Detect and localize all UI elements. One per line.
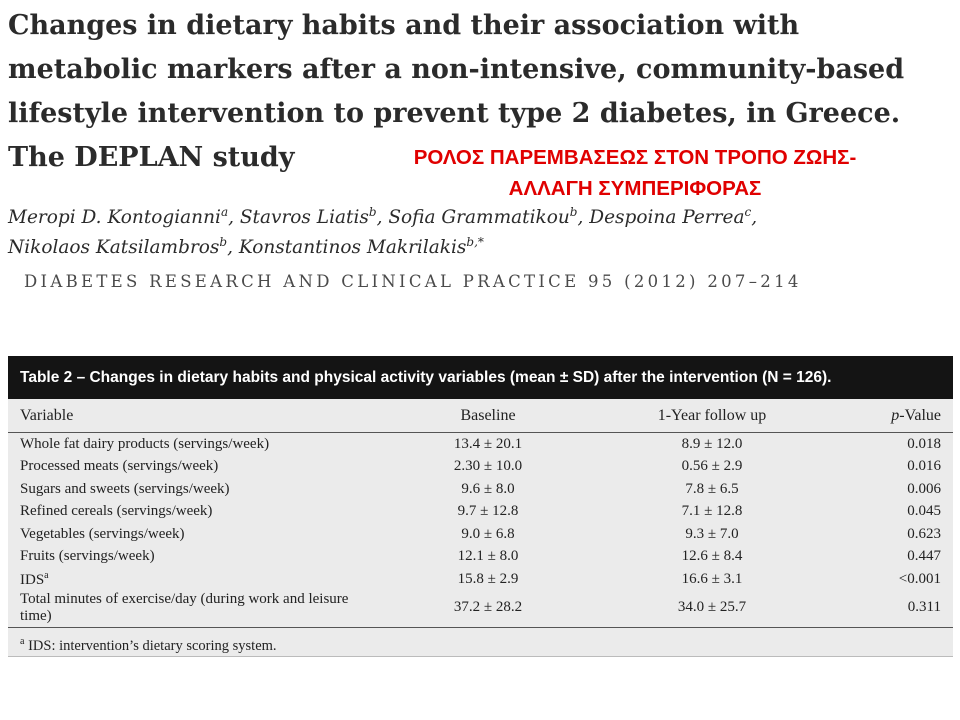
variable-label: Refined cereals (servings/week)	[20, 503, 213, 520]
cell-followup: 16.6 ± 3.1	[681, 570, 743, 587]
cell-followup: 0.56 ± 2.9	[681, 458, 743, 475]
cell-p-value: 0.447	[907, 548, 941, 565]
author-affiliation: b	[368, 204, 377, 219]
table-row: Fruits (servings/week) 12.1 ± 8.0 12.6 ± 8…	[8, 546, 953, 569]
table-row: Sugars and sweets (servings/week) 9.6 ± 8…	[8, 478, 953, 501]
author: Despoina Perreac	[589, 204, 752, 228]
table-caption: Table 2 – Changes in dietary habits and …	[8, 356, 953, 399]
cell-followup: 9.3 ± 7.0	[685, 525, 739, 542]
table-row: Processed meats (servings/week) 2.30 ± 10…	[8, 456, 953, 479]
table-row: Whole fat dairy products (servings/week)…	[8, 433, 953, 456]
cell-followup: 7.1 ± 12.8	[681, 503, 743, 520]
author-name: Nikolaos Katsilambros	[8, 237, 220, 258]
cell-variable: Sugars and sweets (servings/week)	[8, 478, 391, 501]
author-name: Sofia Grammatikou	[388, 207, 570, 228]
greek-annotation-line-1: ΡΟΛΟΣ ΠΑΡΕΜΒΑΣΕΩΣ ΣΤΟΝ ΤΡΟΠΟ ΖΩΗΣ-	[413, 146, 857, 169]
cell-baseline: 13.4 ± 20.1	[453, 435, 523, 452]
cell-p-value: 0.016	[907, 458, 941, 475]
cell-baseline: 37.2 ± 28.2	[391, 590, 585, 628]
variable-label: Processed meats (servings/week)	[20, 458, 219, 475]
cell-p-value: 0.018	[907, 435, 941, 452]
cell-p-value: 0.623	[907, 525, 941, 542]
variable-label: Total minutes of exercise/day (during wo…	[20, 590, 349, 624]
cell-p-value: 0.006	[907, 480, 941, 497]
cell-variable: Whole fat dairy products (servings/week)	[8, 433, 391, 456]
cell-followup: 7.8 ± 6.5	[685, 480, 739, 497]
cell-variable: Fruits (servings/week)	[8, 546, 391, 569]
cell-variable: Refined cereals (servings/week)	[8, 501, 391, 524]
author: Meropi D. Kontogiannia	[8, 204, 229, 228]
author-affiliation: b	[569, 204, 578, 219]
variable-label: Fruits (servings/week)	[20, 548, 155, 565]
author: Sofia Grammatikoub	[388, 204, 578, 228]
table-footnote: a IDS: intervention’s dietary scoring sy…	[8, 627, 953, 657]
data-table: Variable Baseline 1-Year follow up p-Val…	[8, 399, 953, 628]
footnote-mark: a	[20, 635, 25, 647]
author-name: Konstantinos Makrilakis	[238, 237, 467, 258]
cell-baseline: 9.0 ± 6.8	[461, 525, 515, 542]
cell-baseline: 9.7 ± 12.8	[457, 503, 519, 520]
cell-baseline: 2.30 ± 10.0	[453, 458, 523, 475]
author-affiliation: b,*	[466, 234, 484, 249]
author-affiliation: b	[219, 234, 228, 249]
results-table: Table 2 – Changes in dietary habits and …	[8, 356, 953, 657]
variable-label: IDS	[20, 571, 45, 588]
cell-baseline: 9.6 ± 8.0	[461, 480, 515, 497]
author-name: Meropi D. Kontogianni	[8, 207, 221, 228]
cell-followup: 12.6 ± 8.4	[681, 548, 743, 565]
table-row: Refined cereals (servings/week) 9.7 ± 12.…	[8, 501, 953, 524]
footnote-text: IDS: intervention’s dietary scoring syst…	[24, 637, 277, 654]
variable-label: Sugars and sweets (servings/week)	[20, 480, 230, 497]
author-list: Meropi D. Kontogiannia, Stavros Liatisb,…	[8, 204, 758, 258]
p-prefix: p	[891, 406, 900, 424]
greek-annotation: ΡΟΛΟΣ ΠΑΡΕΜΒΑΣΕΩΣ ΣΤΟΝ ΤΡΟΠΟ ΖΩΗΣ- ΑΛΛΑΓ…	[345, 142, 925, 204]
cell-p-value: 0.311	[839, 590, 953, 628]
col-baseline: Baseline	[391, 399, 585, 433]
table-row: Total minutes of exercise/day (during wo…	[8, 590, 953, 628]
cell-p-value: 0.045	[907, 503, 941, 520]
author: Konstantinos Makrilakisb,*	[238, 234, 484, 258]
table-row: Vegetables (servings/week) 9.0 ± 6.8 9.3 ±…	[8, 523, 953, 546]
cell-baseline: 12.1 ± 8.0	[457, 548, 519, 565]
cell-variable: IDSa	[8, 568, 391, 591]
table-row: IDSa 15.8 ± 2.9 16.6 ± 3.1 <0.001	[8, 568, 953, 591]
cell-variable: Total minutes of exercise/day (during wo…	[8, 590, 391, 628]
journal-citation: DIABETES RESEARCH AND CLINICAL PRACTICE …	[24, 272, 802, 291]
greek-annotation-line-2: ΑΛΛΑΓΗ ΣΥΜΠΕΡΙΦΟΡΑΣ	[508, 177, 762, 200]
cell-baseline: 15.8 ± 2.9	[457, 570, 519, 587]
author-name: Despoina Perrea	[589, 207, 745, 228]
table-header-row: Variable Baseline 1-Year follow up p-Val…	[8, 399, 953, 433]
cell-followup: 34.0 ± 25.7	[585, 590, 839, 628]
cell-variable: Vegetables (servings/week)	[8, 523, 391, 546]
col-p-value: p-Value	[839, 399, 953, 433]
col-variable: Variable	[8, 399, 391, 433]
author: Stavros Liatisb	[239, 204, 377, 228]
author: Nikolaos Katsilambrosb	[8, 234, 228, 258]
paper-title: Changes in dietary habits and their asso…	[8, 10, 905, 173]
table-body: Whole fat dairy products (servings/week)…	[8, 433, 953, 628]
variable-label: Vegetables (servings/week)	[20, 525, 185, 542]
variable-footnote-mark: a	[44, 569, 49, 581]
cell-variable: Processed meats (servings/week)	[8, 456, 391, 479]
author-affiliation: c	[744, 204, 752, 219]
variable-label: Whole fat dairy products (servings/week)	[20, 435, 270, 452]
cell-followup: 8.9 ± 12.0	[681, 435, 743, 452]
author-affiliation: a	[220, 204, 229, 219]
author-name: Stavros Liatis	[239, 207, 369, 228]
cell-p-value: <0.001	[898, 570, 941, 587]
p-suffix: -Value	[899, 406, 941, 424]
col-followup: 1-Year follow up	[585, 399, 839, 433]
